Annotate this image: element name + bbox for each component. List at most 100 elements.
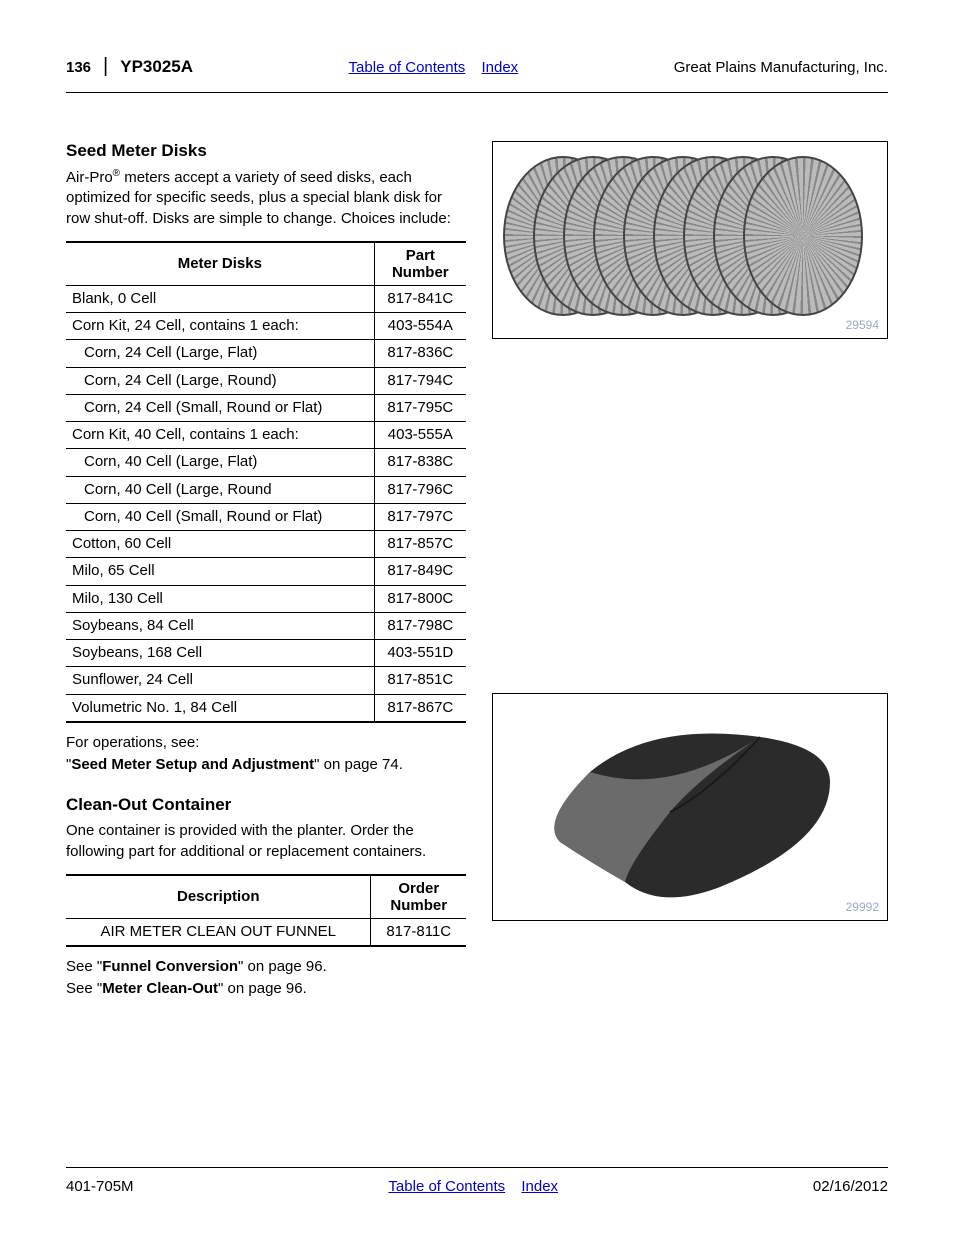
table-row: Milo, 65 Cell817-849C <box>66 558 466 585</box>
col-on-line1: Order <box>398 880 439 897</box>
col-pn-line1: Part <box>406 247 435 264</box>
meter-disk-desc: Corn, 24 Cell (Large, Flat) <box>66 340 374 367</box>
company-name: Great Plains Manufacturing, Inc. <box>674 59 888 76</box>
part-number: 817-800C <box>374 585 466 612</box>
footer-toc-link[interactable]: Table of Contents <box>388 1178 505 1195</box>
seed-disks-figure: 29594 <box>492 141 888 339</box>
section2-title: Clean-Out Container <box>66 795 466 815</box>
meter-disk-desc: Milo, 65 Cell <box>66 558 374 585</box>
meter-disk-desc: Corn, 24 Cell (Large, Round) <box>66 367 374 394</box>
meter-disk-desc: Corn, 24 Cell (Small, Round or Flat) <box>66 394 374 421</box>
section1-paragraph: Air-Pro® meters accept a variety of seed… <box>66 167 466 229</box>
seed-meter-disks-section: Seed Meter Disks Air-Pro® meters accept … <box>66 141 466 775</box>
part-number: 817-836C <box>374 340 466 367</box>
seed-disk-icon <box>743 156 863 316</box>
header-links: Table of Contents Index <box>343 59 525 76</box>
table-row: Corn, 40 Cell (Large, Flat)817-838C <box>66 449 466 476</box>
table-row: Cotton, 60 Cell817-857C <box>66 531 466 558</box>
footer-index-link[interactable]: Index <box>521 1178 558 1195</box>
meter-disk-desc: Corn, 40 Cell (Large, Flat) <box>66 449 374 476</box>
part-number: 817-795C <box>374 394 466 421</box>
reference-line: See "Funnel Conversion" on page 96. <box>66 957 466 977</box>
part-number: 817-797C <box>374 503 466 530</box>
ref-pre: See " <box>66 958 102 975</box>
col-meter-disks: Meter Disks <box>66 242 374 286</box>
part-number: 403-554A <box>374 313 466 340</box>
part-number: 817-857C <box>374 531 466 558</box>
page-footer: 401-705M Table of Contents Index 02/16/2… <box>66 1167 888 1195</box>
header-divider: | <box>101 55 110 78</box>
order-number: 817-811C <box>371 918 466 946</box>
meter-disk-desc: Milo, 130 Cell <box>66 585 374 612</box>
col-pn-line2: Number <box>392 264 449 281</box>
section2-refs: See "Funnel Conversion" on page 96.See "… <box>66 957 466 1000</box>
part-number: 817-798C <box>374 612 466 639</box>
table-row: Blank, 0 Cell817-841C <box>66 285 466 312</box>
part-number: 403-551D <box>374 640 466 667</box>
content-columns: Seed Meter Disks Air-Pro® meters accept … <box>66 141 888 1020</box>
funnel-figure: 29992 <box>492 693 888 921</box>
table-row: Corn Kit, 24 Cell, contains 1 each:403-5… <box>66 313 466 340</box>
table-row: Soybeans, 168 Cell403-551D <box>66 640 466 667</box>
part-number: 817-796C <box>374 476 466 503</box>
header-left: 136 | YP3025A <box>66 55 193 78</box>
meter-disk-desc: Cotton, 60 Cell <box>66 531 374 558</box>
spacer <box>492 363 888 693</box>
part-number: 817-794C <box>374 367 466 394</box>
ref-strong: Funnel Conversion <box>102 958 238 975</box>
part-number: 817-838C <box>374 449 466 476</box>
table-row: Corn, 40 Cell (Small, Round or Flat)817-… <box>66 503 466 530</box>
registered-mark: ® <box>113 168 120 179</box>
meter-disk-desc: Volumetric No. 1, 84 Cell <box>66 694 374 722</box>
part-number: 817-841C <box>374 285 466 312</box>
ref-post: " on page 96. <box>238 958 327 975</box>
meter-disk-desc: Sunflower, 24 Cell <box>66 667 374 694</box>
toc-link[interactable]: Table of Contents <box>349 59 466 76</box>
meter-disk-desc: Corn Kit, 24 Cell, contains 1 each: <box>66 313 374 340</box>
reference-line: For operations, see: <box>66 733 466 753</box>
figure-id: 29992 <box>846 900 879 914</box>
funnel-illustration <box>530 712 850 902</box>
section-title: Seed Meter Disks <box>66 141 466 161</box>
meter-disk-desc: Corn, 40 Cell (Large, Round <box>66 476 374 503</box>
footer-links: Table of Contents Index <box>382 1178 564 1195</box>
part-number: 817-867C <box>374 694 466 722</box>
table-row: Corn, 24 Cell (Large, Round)817-794C <box>66 367 466 394</box>
part-number: 403-555A <box>374 422 466 449</box>
model-number: YP3025A <box>120 57 193 77</box>
meter-disks-table: Meter Disks Part Number Blank, 0 Cell817… <box>66 241 466 723</box>
right-column: 29594 29992 <box>492 141 888 945</box>
ref-pre: For operations, see: <box>66 734 199 751</box>
reference-line: "Seed Meter Setup and Adjustment" on pag… <box>66 755 466 775</box>
reference-line: See "Meter Clean-Out" on page 96. <box>66 979 466 999</box>
table-row: Corn, 24 Cell (Large, Flat)817-836C <box>66 340 466 367</box>
ref-pre: See " <box>66 980 102 997</box>
index-link[interactable]: Index <box>481 59 518 76</box>
footer-date: 02/16/2012 <box>813 1178 888 1195</box>
section1-refs: For operations, see: "Seed Meter Setup an… <box>66 733 466 776</box>
section2-paragraph: One container is provided with the plant… <box>66 821 466 862</box>
meter-disk-desc: Soybeans, 84 Cell <box>66 612 374 639</box>
part-number: 817-849C <box>374 558 466 585</box>
table-row: Volumetric No. 1, 84 Cell817-867C <box>66 694 466 722</box>
ref-strong: Meter Clean-Out <box>102 980 218 997</box>
meter-disk-desc: Corn Kit, 40 Cell, contains 1 each: <box>66 422 374 449</box>
para-post: meters accept a variety of seed disks, e… <box>66 169 451 227</box>
col-on-line2: Number <box>390 897 447 914</box>
ref-strong: Seed Meter Setup and Adjustment <box>71 756 314 773</box>
doc-number: 401-705M <box>66 1178 134 1195</box>
part-number: 817-851C <box>374 667 466 694</box>
left-column: Seed Meter Disks Air-Pro® meters accept … <box>66 141 466 1020</box>
ref-post: " on page 74. <box>314 756 403 773</box>
ref-post: " on page 96. <box>218 980 307 997</box>
clean-out-table: Description Order Number AIR METER CLEAN… <box>66 874 466 947</box>
table-row: Corn, 40 Cell (Large, Round817-796C <box>66 476 466 503</box>
col-order-number: Order Number <box>371 875 466 919</box>
meter-disk-desc: Soybeans, 168 Cell <box>66 640 374 667</box>
page-number: 136 <box>66 59 91 76</box>
clean-out-container-section: Clean-Out Container One container is pro… <box>66 795 466 999</box>
table-row: Corn Kit, 40 Cell, contains 1 each:403-5… <box>66 422 466 449</box>
page-header: 136 | YP3025A Table of Contents Index Gr… <box>66 55 888 93</box>
table-row: Sunflower, 24 Cell817-851C <box>66 667 466 694</box>
disk-stack-illustration <box>503 152 863 322</box>
